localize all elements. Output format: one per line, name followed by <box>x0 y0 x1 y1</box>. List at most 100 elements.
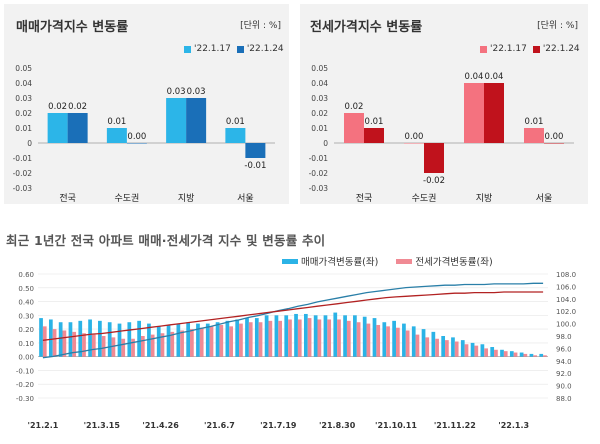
trend-xtick-label: '21.6.7 <box>204 421 235 430</box>
jeonse-ytick-label: 0.02 <box>311 109 328 118</box>
trend-xtick-label: '22.1.3 <box>498 421 529 430</box>
sale-bar-curr <box>126 143 147 144</box>
sale-data-label: 0.01 <box>107 117 126 127</box>
sale-ytick-label: -0.03 <box>13 184 33 193</box>
sale-panel-unit: [단위 : %] <box>240 21 281 31</box>
trend-sale-bar <box>78 320 83 357</box>
trend-sale-bar <box>176 323 181 357</box>
trend-sale-bar <box>451 337 455 357</box>
trend-jeonse-bar <box>91 334 96 357</box>
trend-sale-bar <box>294 313 298 357</box>
trend-legend-sale-swatch <box>282 258 298 264</box>
trend-sale-bar <box>529 353 534 357</box>
jeonse-ytick-label: -0.03 <box>309 184 329 193</box>
sale-ytick-label: 0.04 <box>15 79 32 88</box>
trend-sale-bar <box>421 329 426 357</box>
sale-legend-curr-label: '22.1.24 <box>246 44 284 54</box>
trend-jeonse-bar <box>307 318 312 357</box>
trend-ytick-right: 100.0 <box>556 321 576 329</box>
trend-jeonse-bar <box>533 355 538 357</box>
trend-jeonse-bar <box>72 331 77 357</box>
jeonse-category-label: 수도권 <box>412 192 437 204</box>
trend-jeonse-bar <box>170 331 175 357</box>
sale-bar-curr <box>186 98 207 143</box>
jeonse-bar-curr <box>424 143 444 173</box>
trend-sale-bar <box>441 336 446 357</box>
trend-xtick-label: '21.3.15 <box>84 421 121 430</box>
jeonse-bar-curr <box>484 83 504 143</box>
sale-category-label: 전국 <box>59 193 76 204</box>
trend-sale-bar <box>39 318 43 357</box>
sale-data-label: 0.02 <box>48 102 67 112</box>
trend-ytick-left: 0.50 <box>18 285 34 293</box>
sale-ytick-label: 0.02 <box>15 109 32 118</box>
trend-jeonse-bar <box>415 334 420 357</box>
trend-jeonse-bar <box>474 345 479 357</box>
trend-jeonse-bar <box>327 319 332 357</box>
jeonse-ytick-label: 0.04 <box>311 79 328 88</box>
trend-sale-bar <box>107 322 112 357</box>
trend-ytick-left: 0.40 <box>18 299 34 307</box>
trend-sale-bar <box>460 340 465 357</box>
trend-ytick-left: 0.10 <box>18 340 34 348</box>
jeonse-category-label: 서울 <box>536 193 553 204</box>
jeonse-data-label: 0.01 <box>365 117 384 127</box>
trend-sale-bar <box>392 320 396 357</box>
trend-sale-bar <box>382 322 387 357</box>
trend-sale-bar <box>323 315 328 357</box>
trend-sale-bar <box>254 318 259 357</box>
trend-jeonse-bar <box>484 348 488 357</box>
trend-ytick-left: 0.00 <box>18 354 34 362</box>
jeonse-legend: '22.1.17 '22.1.24 <box>480 44 580 54</box>
trend-sale-bar <box>343 315 347 357</box>
sale-data-label: 0.02 <box>68 102 87 112</box>
trend-sale-bar <box>539 353 544 357</box>
trend-jeonse-bar <box>405 330 410 357</box>
trend-sale-bar <box>156 326 161 357</box>
sale-ytick-label: 0.05 <box>15 64 32 73</box>
trend-sale-bar <box>117 323 122 357</box>
trend-jeonse-bar <box>150 334 155 357</box>
trend-xtick-label: '21.8.30 <box>319 421 356 430</box>
trend-sale-bar <box>186 322 191 357</box>
trend-jeonse-bar <box>111 337 116 357</box>
trend-jeonse-bar <box>82 333 86 357</box>
jeonse-data-label: 0.02 <box>345 102 364 112</box>
sale-bar-prev <box>166 98 187 143</box>
trend-xtick-label: '21.4.26 <box>142 421 179 430</box>
trend-sale-index-line <box>42 282 544 359</box>
jeonse-legend-curr-swatch <box>532 45 540 53</box>
sale-bar-prev <box>106 128 127 143</box>
sale-ytick-label: 0 <box>27 139 32 148</box>
trend-legend-jeonse-swatch <box>396 258 413 264</box>
sale-category-label: 지방 <box>178 193 195 204</box>
trend-sale-bar <box>333 312 338 357</box>
trend-xtick-label: '21.10.11 <box>375 421 417 430</box>
trend-jeonse-bar <box>219 324 224 357</box>
jeonse-bar-curr <box>544 143 564 144</box>
trend-ytick-right: 108.0 <box>556 271 576 279</box>
trend-jeonse-bar <box>199 327 204 357</box>
trend-sale-bar <box>274 315 279 357</box>
jeonse-panel-title: 전세가격지수 변동률 <box>310 20 423 35</box>
trend-jeonse-bar <box>513 352 518 357</box>
jeonse-data-label: 0.00 <box>545 132 564 142</box>
jeonse-ytick-label: -0.02 <box>309 169 329 178</box>
trend-sale-bar <box>303 313 308 357</box>
sale-legend-prev-swatch <box>184 45 191 53</box>
trend-xtick-label: '21.11.22 <box>434 421 476 430</box>
jeonse-bar-prev <box>404 143 424 144</box>
trend-sale-bar <box>48 319 53 357</box>
trend-legend: 매매가격변동률(좌) 전세가격변동률(좌) <box>282 254 493 268</box>
trend-sale-bar <box>147 323 151 357</box>
trend-sale-bar <box>519 352 524 357</box>
trend-legend-sale-label: 매매가격변동률(좌) <box>301 257 379 268</box>
trend-jeonse-bar <box>121 338 126 357</box>
sale-legend-prev-label: '22.1.17 <box>194 44 231 54</box>
trend-jeonse-bar <box>101 336 106 357</box>
trend-sale-bar <box>127 322 132 357</box>
sale-ytick-label: 0.01 <box>15 124 32 133</box>
trend-jeonse-bar <box>454 341 459 357</box>
trend-jeonse-bar <box>523 353 528 357</box>
trend-ytick-right: 106.0 <box>556 283 576 291</box>
